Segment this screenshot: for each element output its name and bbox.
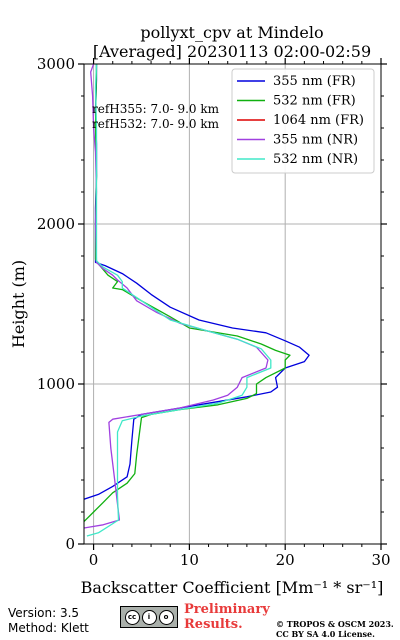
by-icon: i [141, 609, 157, 625]
copyright-line1: © TROPOS & OSCM 2023. [276, 619, 394, 629]
method-text: Method: Klett [8, 621, 89, 635]
y-axis-label: Height (m) [9, 260, 28, 348]
x-tick-label: 20 [276, 551, 295, 569]
preliminary-notice: Preliminary Results. [184, 602, 270, 632]
ref-annotation-532: refH532: 7.0- 9.0 km [92, 117, 220, 131]
version-text: Version: 3.5 [8, 606, 80, 620]
chart-title-line1: pollyxt_cpv at Mindelo [140, 23, 323, 42]
cc-icon: cc [124, 609, 140, 625]
version-info: Version: 3.5 Method: Klett [8, 606, 89, 636]
series-line-5 [86, 64, 272, 537]
legend: 355 nm (FR) 532 nm (FR) 1064 nm (FR) 355 nm… [231, 68, 375, 174]
ref-annotation-355: refH355: 7.0- 9.0 km [92, 102, 220, 116]
axis-ticks: 0 10 20 30 0 1000 2000 3000 [37, 55, 391, 569]
legend-label-1: 355 nm (FR) [273, 74, 356, 89]
y-tick-label: 3000 [37, 55, 75, 73]
series-lines [84, 64, 310, 537]
x-tick-label: 30 [371, 551, 390, 569]
y-tick-label: 1000 [37, 375, 75, 393]
legend-label-4: 355 nm (NR) [273, 133, 358, 148]
cc-license-logo: cc i o [120, 606, 178, 628]
preliminary-line2: Results. [184, 617, 243, 632]
sa-icon: o [158, 609, 174, 625]
legend-label-2: 532 nm (FR) [273, 94, 356, 109]
legend-label-3: 1064 nm (FR) [273, 113, 364, 128]
y-tick-label: 0 [65, 535, 75, 553]
y-tick-label: 2000 [37, 215, 75, 233]
plot-frame [83, 63, 382, 545]
legend-box [231, 68, 375, 174]
chart-title-line2: [Averaged] 20230113 02:00-02:59 [93, 42, 371, 61]
x-tick-label: 10 [180, 551, 199, 569]
preliminary-line1: Preliminary [184, 602, 270, 617]
copyright-notice: © TROPOS & OSCM 2023. CC BY SA 4.0 Licen… [276, 619, 394, 639]
x-tick-label: 0 [89, 551, 99, 569]
copyright-line2: CC BY SA 4.0 License. [276, 629, 375, 639]
legend-label-5: 532 nm (NR) [273, 152, 358, 167]
series-line-2 [84, 64, 291, 523]
x-axis-label: Backscatter Coefficient [Mm⁻¹ * sr⁻¹] [81, 578, 384, 597]
